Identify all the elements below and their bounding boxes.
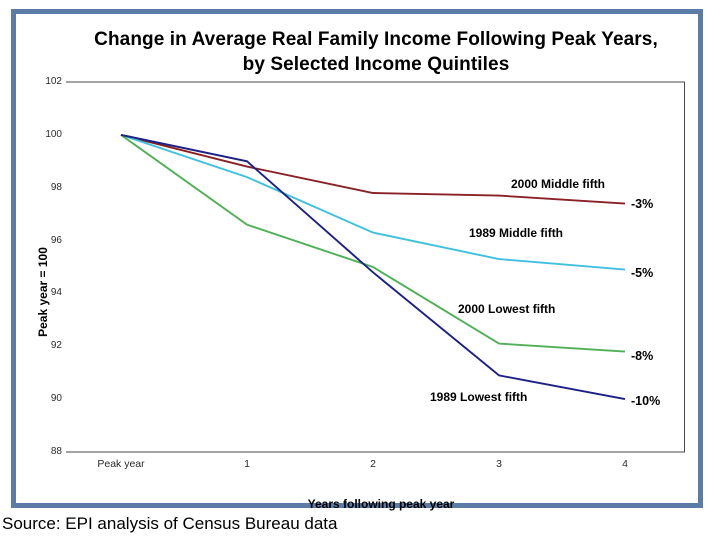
series-label-2000-middle-fifth: 2000 Middle fifth	[511, 177, 606, 191]
y-tick-label-90: 90	[50, 393, 62, 405]
y-tick-label-94: 94	[50, 287, 62, 299]
y-tick-label-92: 92	[50, 340, 62, 352]
x-tick-label-4: 4	[622, 458, 628, 470]
chart-title-line-1: Change in Average Real Family Income Fol…	[94, 29, 658, 50]
series-line-2000-lowest-fifth	[120, 134, 626, 353]
series-end-label-2000-lowest-fifth: -8%	[631, 348, 654, 363]
series-label-2000-lowest-fifth: 2000 Lowest fifth	[458, 302, 556, 316]
y-tick-label-102: 102	[45, 76, 62, 87]
series-label-1989-middle-fifth: 1989 Middle fifth	[469, 226, 564, 240]
y-tick-label-98: 98	[50, 181, 62, 193]
series-label-1989-lowest-fifth: 1989 Lowest fifth	[430, 390, 528, 404]
chart-border-box: Change in Average Real Family Income Fol…	[11, 9, 703, 511]
x-tick-label-peak-year: Peak year	[97, 458, 145, 470]
x-tick-label-3: 3	[496, 458, 502, 470]
series-line-1989-middle-fifth	[120, 133, 626, 271]
x-tick-label-2: 2	[370, 458, 376, 470]
series-lines	[120, 133, 626, 401]
series-end-label-1989-middle-fifth: -5%	[631, 265, 654, 280]
chart-title: Change in Average Real Family Income Fol…	[34, 27, 718, 77]
y-tick-label-96: 96	[50, 234, 62, 246]
y-tick-label-88: 88	[50, 446, 62, 457]
series-line-1989-lowest-fifth	[120, 133, 626, 401]
chart-title-line-2: by Selected Income Quintiles	[242, 54, 510, 75]
y-tick-label-100: 100	[45, 128, 62, 140]
series-end-label-2000-middle-fifth: -3%	[631, 196, 654, 211]
series-line-2000-middle-fifth	[120, 133, 626, 205]
x-tick-label-1: 1	[244, 458, 250, 470]
series-end-label-1989-lowest-fifth: -10%	[631, 394, 661, 409]
source-note: Source: EPI analysis of Census Bureau da…	[2, 514, 338, 533]
x-axis-title: Years following peak year	[307, 497, 455, 511]
